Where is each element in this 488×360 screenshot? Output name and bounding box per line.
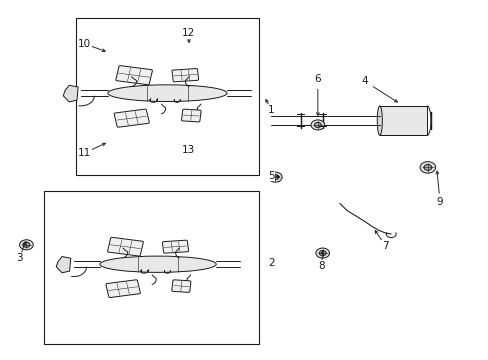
Circle shape bbox=[314, 122, 321, 127]
Text: 1: 1 bbox=[267, 105, 274, 115]
FancyBboxPatch shape bbox=[106, 280, 140, 297]
Circle shape bbox=[310, 120, 324, 130]
Circle shape bbox=[419, 162, 435, 173]
Text: 7: 7 bbox=[381, 240, 388, 251]
Polygon shape bbox=[56, 257, 71, 273]
FancyBboxPatch shape bbox=[162, 240, 188, 253]
Circle shape bbox=[319, 251, 325, 256]
Text: 8: 8 bbox=[318, 261, 325, 271]
Polygon shape bbox=[63, 85, 78, 102]
FancyBboxPatch shape bbox=[116, 66, 152, 85]
Circle shape bbox=[20, 240, 33, 250]
Bar bbox=[318, 126, 326, 127]
Text: 13: 13 bbox=[181, 145, 195, 156]
Bar bbox=[296, 126, 304, 127]
Text: 11: 11 bbox=[78, 148, 91, 158]
Text: 10: 10 bbox=[78, 39, 91, 49]
Bar bbox=[318, 114, 326, 115]
Ellipse shape bbox=[377, 106, 382, 135]
FancyBboxPatch shape bbox=[181, 109, 201, 122]
Text: 12: 12 bbox=[181, 28, 195, 38]
Bar bbox=[76, 18, 259, 175]
Bar bbox=[296, 114, 304, 115]
Circle shape bbox=[423, 165, 431, 170]
FancyBboxPatch shape bbox=[114, 109, 149, 127]
FancyBboxPatch shape bbox=[171, 280, 190, 292]
Text: 4: 4 bbox=[360, 76, 367, 86]
Circle shape bbox=[271, 175, 278, 180]
Bar bbox=[44, 191, 259, 344]
FancyBboxPatch shape bbox=[172, 68, 198, 82]
Bar bbox=[379, 106, 426, 135]
Text: 6: 6 bbox=[314, 74, 321, 84]
Circle shape bbox=[315, 248, 329, 258]
Text: 9: 9 bbox=[436, 197, 443, 207]
FancyBboxPatch shape bbox=[107, 237, 143, 256]
Text: 3: 3 bbox=[16, 253, 23, 264]
Circle shape bbox=[23, 242, 30, 247]
Ellipse shape bbox=[100, 256, 216, 273]
Text: 5: 5 bbox=[267, 171, 274, 181]
Circle shape bbox=[268, 172, 282, 182]
Ellipse shape bbox=[108, 85, 226, 102]
Text: 2: 2 bbox=[267, 258, 274, 268]
